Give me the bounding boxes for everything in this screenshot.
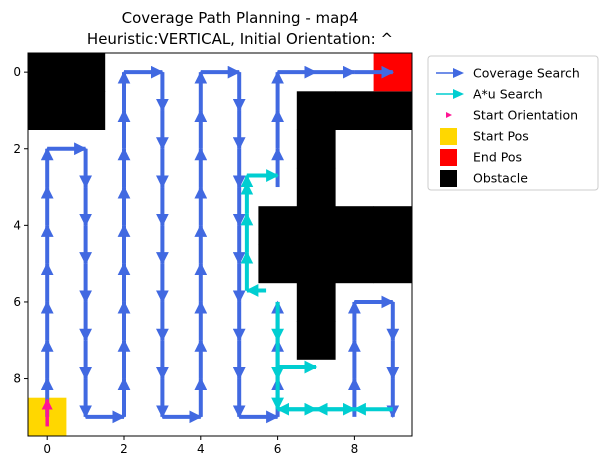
legend-label: Coverage Search (473, 66, 580, 81)
obstacle-cell (66, 91, 106, 130)
obstacle-cell (66, 53, 106, 92)
legend-swatch (440, 170, 457, 187)
obstacle-cell (28, 53, 67, 92)
obstacle-cell (335, 206, 374, 245)
legend-swatch (440, 149, 457, 166)
x-tick-label: 4 (197, 442, 205, 456)
obstacle-cell (296, 129, 336, 169)
legend-label: Start Orientation (473, 108, 578, 123)
plot-area: 0 2 4 6 8 0 2 4 6 8 (13, 52, 413, 456)
legend-arrowhead (453, 89, 464, 99)
y-tick-label: 6 (13, 295, 21, 309)
obstacle-cell (296, 244, 336, 284)
x-tick-label: 6 (274, 442, 282, 456)
legend-label: End Pos (473, 150, 522, 165)
x-tick-label: 2 (120, 442, 128, 456)
plot-frame (27, 52, 413, 437)
obstacle-cell (373, 91, 413, 130)
obstacle-cell (296, 321, 336, 360)
legend-arrowhead (446, 112, 452, 118)
obstacle-cell (258, 244, 298, 284)
obstacle-cell (335, 244, 374, 284)
x-tick-label: 0 (43, 442, 51, 456)
y-tick-label: 8 (13, 372, 21, 386)
obstacle-cell (296, 282, 336, 322)
legend: Coverage Search A*u Search Start Orientati… (427, 55, 599, 191)
obstacle-cell (258, 206, 298, 245)
legend-label: A*u Search (473, 87, 543, 102)
obstacle-cell (296, 206, 336, 245)
legend-arrowhead (453, 68, 464, 78)
chart-title: Coverage Path Planning - map4 (122, 9, 359, 27)
y-tick-label: 4 (13, 218, 21, 232)
y-tick-label: 0 (13, 65, 21, 79)
x-tick-label: 8 (351, 442, 359, 456)
obstacle-cell (335, 91, 374, 130)
legend-box (427, 55, 599, 191)
chart-subtitle: Heuristic:VERTICAL, Initial Orientation:… (87, 30, 393, 48)
obstacle-cell (373, 244, 413, 284)
y-tick-label: 2 (13, 142, 21, 156)
obstacle-cell (373, 206, 413, 245)
obstacle-cell (296, 91, 336, 130)
legend-label: Start Pos (473, 129, 529, 144)
obstacle-cell (296, 167, 336, 207)
legend-swatch (440, 128, 457, 145)
legend-label: Obstacle (473, 171, 528, 186)
obstacle-cell (28, 91, 67, 130)
